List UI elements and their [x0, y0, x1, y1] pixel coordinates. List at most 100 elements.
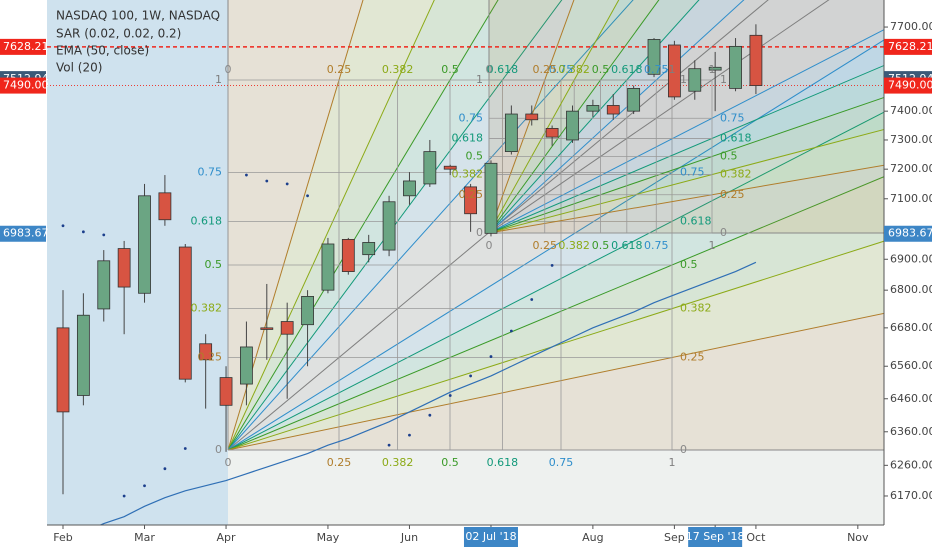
candle-body	[362, 242, 376, 256]
sar-dot	[306, 194, 309, 198]
fan-level-label: 0.382	[191, 302, 223, 315]
candle-body	[606, 105, 620, 115]
fan-level-label: 0.25	[720, 188, 745, 201]
sar-dot	[81, 230, 85, 234]
fan-level-label: 0.25	[459, 188, 484, 201]
sar-dot	[530, 298, 534, 301]
sar-dot	[183, 447, 187, 450]
candle-body	[586, 105, 600, 112]
fan-level-label: 0.75	[680, 166, 705, 179]
fan-level-label: 0.25	[327, 63, 352, 76]
candle-body	[341, 239, 355, 272]
sar-dot	[448, 394, 452, 397]
x-label-highlight	[463, 527, 518, 547]
candle-body	[199, 343, 213, 361]
fan-level-label: 0.75	[644, 63, 669, 76]
candle-body	[566, 110, 579, 141]
fan-level-label: 0.25	[327, 456, 352, 469]
fan-level-label: 0	[215, 443, 222, 456]
fan-level-label: 0.618	[487, 456, 519, 469]
fan-level-label: 1	[720, 73, 727, 86]
fan-level-label: 1	[215, 73, 222, 86]
fan-level-label: 0.382	[558, 63, 590, 76]
fan-level-label: 0.618	[720, 131, 752, 144]
candle-body	[504, 113, 518, 153]
y-tick-label: 6460.00	[890, 392, 932, 405]
fan-level-label: 0.5	[466, 150, 484, 163]
fan-level-label: 0.5	[592, 239, 610, 252]
sar-dot	[61, 224, 65, 228]
fan-level-label: 0.618	[611, 239, 643, 252]
candle-body	[178, 246, 192, 380]
price-tag-label: 7490.00	[3, 79, 49, 92]
x-tick-label: Feb	[53, 531, 72, 544]
sar-dot	[408, 433, 411, 437]
y-tick-label: 6170.00	[890, 489, 932, 502]
candle-body	[219, 377, 233, 406]
price-tag-label: 7628.21	[888, 40, 932, 53]
candle-body	[423, 151, 437, 185]
candle-body	[158, 192, 172, 221]
x-tick-label: Jun	[400, 531, 418, 544]
fan-level-label: 0.382	[452, 168, 484, 181]
fan-line	[227, 111, 884, 451]
fan-line	[227, 39, 884, 451]
fan-level-label: 0.25	[198, 351, 223, 364]
chart-title: NASDAQ 100, 1W, NASDAQ	[56, 9, 220, 23]
fan-level-label: 0	[486, 63, 493, 76]
indicator-label: EMA (50, close)	[56, 44, 149, 58]
sar-dot	[550, 264, 554, 267]
candle-body	[117, 248, 131, 288]
y-tick-label: 6900.00	[890, 252, 932, 265]
fan-line	[227, 312, 884, 451]
y-tick-label: 6560.00	[890, 359, 932, 372]
sar-dot	[245, 173, 248, 177]
indicator-label: Vol (20)	[56, 61, 102, 75]
candle-body	[749, 34, 763, 86]
fan-level-label: 0	[680, 443, 687, 456]
fan-level-label: 0.25	[680, 351, 705, 364]
fan-level-label: 0.5	[592, 63, 610, 76]
fan-line	[227, 240, 884, 451]
x-tick-label: 17 Sep '18	[686, 530, 745, 543]
price-tag-label: 6983.67	[888, 227, 932, 240]
fan-level-label: 0.75	[549, 456, 574, 469]
candle-body	[688, 68, 702, 92]
price-tag	[0, 77, 46, 94]
fan-level-label: 0.5	[680, 258, 698, 271]
fan-level-label: 0.5	[720, 150, 738, 163]
price-tag-label: 7628.21	[3, 40, 49, 53]
y-tick-label: 6360.00	[890, 425, 932, 438]
fan-level-label: 0.618	[611, 63, 643, 76]
fan-level-label: 0.5	[205, 258, 223, 271]
fan-level-label: 0.382	[382, 63, 414, 76]
x-tick-label: Apr	[217, 531, 237, 544]
candle-body	[443, 165, 457, 170]
sar-dot	[102, 233, 106, 237]
fan-level-label: 0.75	[720, 111, 745, 124]
fan-level-label: 0	[720, 226, 727, 239]
fan-level-label: 0.618	[452, 131, 484, 144]
sar-dot	[428, 413, 432, 417]
candle-body	[545, 128, 559, 138]
sar-dot	[265, 179, 269, 183]
y-tick-label: 7300.00	[890, 133, 932, 146]
sar-dot	[509, 329, 513, 333]
candle-body	[627, 88, 641, 112]
sar-dot	[387, 443, 391, 447]
candle-body	[729, 45, 742, 89]
x-label-highlight	[688, 527, 743, 547]
y-tick-label: 7400.00	[890, 104, 932, 117]
fan-level-label: 0	[486, 239, 493, 252]
candle-body	[647, 39, 661, 75]
y-tick-label: 7100.00	[890, 192, 932, 205]
sar-dot	[285, 182, 289, 186]
x-tick-label: 02 Jul '18	[465, 530, 516, 543]
fan-level-label: 0.5	[441, 63, 459, 76]
fan-level-label: 1	[669, 63, 676, 76]
fan-line	[227, 0, 499, 451]
candle-body	[301, 296, 314, 326]
fan-line	[227, 0, 634, 451]
candle-body	[56, 327, 70, 413]
sar-dot	[469, 374, 472, 378]
